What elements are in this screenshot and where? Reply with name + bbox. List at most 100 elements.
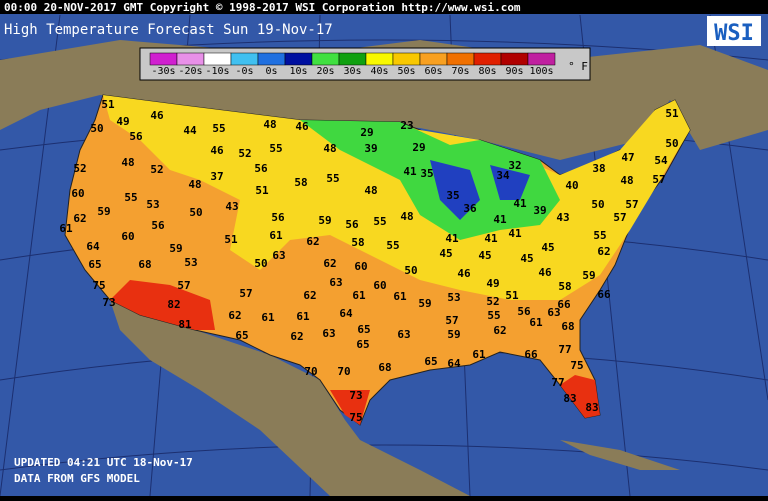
temperature-label: 41 [508, 227, 522, 240]
temperature-label: 62 [290, 330, 303, 343]
temperature-label: 77 [558, 343, 571, 356]
temperature-label: 55 [326, 172, 339, 185]
temperature-label: 41 [484, 232, 498, 245]
temperature-label: 59 [418, 297, 431, 310]
source-note: DATA FROM GFS MODEL [14, 472, 140, 485]
temperature-label: 41 [513, 197, 527, 210]
temperature-label: 35 [446, 189, 459, 202]
temperature-label: 40 [565, 179, 578, 192]
legend-swatch [176, 52, 205, 66]
temperature-label: 50 [404, 264, 417, 277]
legend-swatch [473, 52, 502, 66]
temperature-label: 63 [272, 249, 285, 262]
temperature-label: 61 [269, 229, 283, 242]
temperature-label: 56 [517, 305, 531, 318]
temperature-label: 51 [224, 233, 238, 246]
temperature-label: 62 [303, 289, 316, 302]
temperature-label: 45 [541, 241, 554, 254]
legend-swatch [149, 52, 178, 66]
temperature-label: 75 [92, 279, 105, 292]
temperature-label: 50 [254, 257, 267, 270]
temperature-label: 45 [478, 249, 491, 262]
temperature-label: 53 [447, 291, 460, 304]
temperature-label: 48 [263, 118, 276, 131]
temperature-label: 29 [360, 126, 373, 139]
temperature-label: 68 [138, 258, 151, 271]
temperature-label: 62 [493, 324, 506, 337]
temperature-label: 75 [570, 359, 583, 372]
temperature-label: 61 [59, 222, 73, 235]
temperature-label: 66 [597, 288, 611, 301]
temperature-label: 48 [400, 210, 413, 223]
temperature-label: 56 [254, 162, 268, 175]
temperature-label: 64 [339, 307, 353, 320]
temperature-label: 38 [592, 162, 605, 175]
temperature-label: 50 [665, 137, 678, 150]
temperature-label: 34 [496, 169, 510, 182]
temperature-label: 55 [212, 122, 225, 135]
legend-swatch [284, 52, 313, 66]
temperature-label: 70 [337, 365, 350, 378]
temperature-label: 49 [486, 277, 499, 290]
temperature-label: 52 [73, 162, 86, 175]
temperature-label: 62 [73, 212, 86, 225]
temperature-label: 48 [364, 184, 377, 197]
temperature-label: 57 [445, 314, 458, 327]
legend-label: 90s [505, 66, 523, 77]
temperature-label: 62 [323, 257, 336, 270]
temperature-label: 32 [508, 159, 521, 172]
temperature-label: 60 [71, 187, 84, 200]
temperature-label: 66 [557, 298, 571, 311]
legend-label: 10s [289, 66, 307, 77]
temperature-label: 70 [304, 365, 317, 378]
temperature-label: 51 [255, 184, 269, 197]
temperature-label: 51 [505, 289, 519, 302]
cold-region [300, 120, 560, 240]
temperature-label: 83 [563, 392, 576, 405]
temperature-label: 63 [397, 328, 410, 341]
header-bar [0, 0, 768, 14]
temperature-label: 63 [329, 276, 342, 289]
temperature-label: 66 [524, 348, 538, 361]
temperature-label: 60 [373, 279, 386, 292]
temperature-label: 53 [146, 198, 159, 211]
logo-box [707, 16, 761, 46]
temperature-label: 83 [585, 401, 598, 414]
temperature-label: 55 [373, 215, 386, 228]
temperature-label: 55 [386, 239, 399, 252]
legend-swatch [230, 52, 259, 66]
temperature-label: 65 [235, 329, 248, 342]
temperature-label: 46 [457, 267, 471, 280]
temperature-label: 29 [412, 141, 425, 154]
temperature-label: 58 [351, 236, 364, 249]
temperature-label: 75 [349, 411, 362, 424]
temperature-label: 35 [420, 167, 433, 180]
temperature-label: 47 [621, 151, 634, 164]
temperature-label: 61 [261, 311, 275, 324]
temperature-label: 65 [356, 338, 369, 351]
temperature-label: 59 [447, 328, 460, 341]
temperature-label: 52 [150, 163, 163, 176]
temperature-label: 51 [101, 98, 115, 111]
cuba-land [560, 440, 680, 470]
temperature-label: 59 [582, 269, 595, 282]
temperature-label: 61 [393, 290, 407, 303]
temperature-label: 51 [665, 107, 679, 120]
temperature-label: 46 [538, 266, 552, 279]
temperature-label: 46 [295, 120, 309, 133]
temperature-label: 68 [561, 320, 574, 333]
legend-label: 0s [265, 66, 277, 77]
temperature-label: 50 [90, 122, 103, 135]
legend-label: 80s [478, 66, 496, 77]
temperature-label: 55 [487, 309, 500, 322]
legend-label: 30s [343, 66, 361, 77]
temperature-label: 63 [547, 306, 560, 319]
temperature-label: 45 [520, 252, 533, 265]
logo: WSI [714, 21, 754, 46]
legend-swatch [338, 52, 367, 66]
temperature-label: 73 [349, 389, 362, 402]
temperature-label: 58 [294, 176, 307, 189]
